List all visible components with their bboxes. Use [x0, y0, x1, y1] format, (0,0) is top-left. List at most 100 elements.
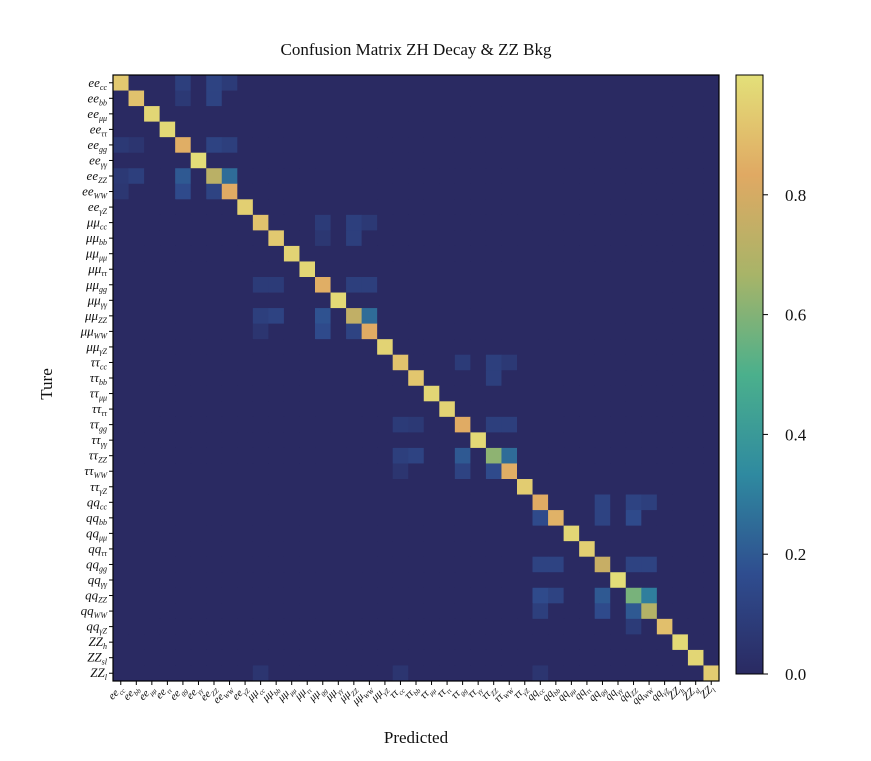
heatmap-cell	[237, 75, 254, 91]
heatmap-cell	[252, 292, 269, 309]
heatmap-cell	[159, 121, 176, 138]
heatmap-cell	[190, 354, 207, 371]
y-tick-label: ZZsl	[87, 650, 108, 667]
heatmap-cell	[175, 292, 192, 309]
heatmap-cell	[610, 323, 627, 340]
y-tick-label: μμcc	[86, 215, 108, 232]
heatmap-cell	[470, 199, 487, 216]
heatmap-cell	[641, 75, 658, 91]
heatmap-cell	[563, 494, 580, 511]
y-tick-label: ττgg	[90, 417, 107, 434]
heatmap-cell	[299, 137, 316, 154]
heatmap-cell	[315, 323, 331, 340]
heatmap-cell	[206, 308, 223, 325]
heatmap-cell	[206, 510, 223, 527]
heatmap-cell	[594, 230, 611, 247]
heatmap-cell	[485, 572, 502, 589]
heatmap-cell	[283, 401, 300, 418]
heatmap-cell	[346, 230, 363, 247]
heatmap-cell	[221, 137, 238, 154]
heatmap-cell	[299, 121, 316, 138]
heatmap-cell	[206, 277, 223, 293]
heatmap-cell	[283, 323, 300, 340]
heatmap-cell	[485, 634, 502, 651]
heatmap-cell	[532, 75, 549, 91]
heatmap-cell	[470, 618, 487, 635]
heatmap-cell	[687, 199, 704, 216]
heatmap-cell	[501, 494, 518, 511]
heatmap-cell	[423, 183, 440, 200]
heatmap-cell	[252, 401, 269, 418]
heatmap-cell	[330, 308, 347, 325]
heatmap-cell	[190, 292, 207, 309]
heatmap-cell	[190, 479, 207, 495]
heatmap-cell	[377, 432, 394, 449]
heatmap-cell	[423, 261, 440, 278]
heatmap-cell	[641, 447, 658, 464]
heatmap-cell	[128, 106, 145, 123]
heatmap-cell	[283, 587, 300, 604]
heatmap-cell	[206, 137, 223, 154]
heatmap-cell	[237, 618, 254, 635]
heatmap-cell	[548, 447, 565, 464]
heatmap-cell	[361, 572, 378, 589]
heatmap-cell	[206, 556, 223, 573]
y-tick-label: ττWW	[84, 463, 108, 480]
heatmap-cell	[175, 401, 192, 418]
heatmap-cell	[408, 230, 425, 247]
heatmap-cell	[221, 308, 238, 325]
heatmap-cell	[579, 649, 596, 666]
heatmap-cell	[548, 525, 565, 542]
heatmap-cell	[501, 292, 518, 309]
heatmap-cell	[517, 665, 533, 682]
heatmap-cell	[206, 214, 223, 231]
heatmap-cell	[579, 152, 596, 169]
heatmap-cell	[315, 416, 331, 433]
heatmap-cell	[594, 277, 611, 293]
heatmap-cell	[206, 603, 223, 620]
heatmap-cell	[283, 152, 300, 169]
heatmap-cell	[268, 75, 285, 91]
heatmap-cell	[159, 603, 176, 620]
heatmap-cell	[268, 339, 285, 356]
heatmap-cell	[594, 649, 611, 666]
heatmap-cell	[299, 603, 316, 620]
heatmap-cell	[485, 385, 502, 402]
heatmap-cell	[594, 370, 611, 387]
heatmap-cell	[470, 525, 487, 542]
heatmap-cell	[656, 541, 673, 558]
heatmap-cell	[703, 447, 720, 464]
heatmap-cell	[377, 370, 394, 387]
heatmap-cell	[485, 137, 502, 154]
heatmap-cell	[579, 137, 596, 154]
heatmap-cell	[128, 308, 145, 325]
heatmap-cell	[237, 152, 254, 169]
heatmap-cell	[299, 261, 316, 278]
heatmap-cell	[252, 277, 269, 293]
heatmap-cell	[454, 618, 471, 635]
heatmap-cell	[315, 277, 331, 293]
heatmap-cell	[315, 339, 331, 356]
heatmap-cell	[501, 121, 518, 138]
heatmap-cell	[610, 152, 627, 169]
heatmap-cell	[641, 277, 658, 293]
heatmap-cell	[315, 665, 331, 682]
heatmap-cell	[423, 354, 440, 371]
y-tick-label: μμμμ	[85, 246, 107, 263]
heatmap-cell	[237, 137, 254, 154]
heatmap-cell	[144, 245, 161, 262]
heatmap-cell	[548, 106, 565, 123]
heatmap-cell	[563, 587, 580, 604]
y-tick-label: qqττ	[88, 541, 108, 558]
heatmap-cell	[594, 572, 611, 589]
heatmap-cell	[252, 385, 269, 402]
heatmap-cell	[330, 385, 347, 402]
heatmap-cell	[548, 479, 565, 495]
heatmap-cell	[221, 106, 238, 123]
heatmap-cell	[346, 137, 363, 154]
heatmap-cell	[470, 447, 487, 464]
heatmap-cell	[113, 261, 129, 278]
heatmap-cell	[346, 510, 363, 527]
heatmap-cell	[175, 447, 192, 464]
heatmap-cell	[656, 137, 673, 154]
